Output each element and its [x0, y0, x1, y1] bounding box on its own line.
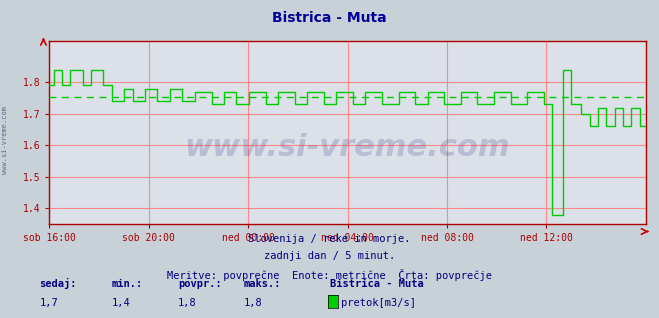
Text: www.si-vreme.com: www.si-vreme.com	[185, 133, 511, 162]
Text: 1,7: 1,7	[40, 298, 58, 308]
Text: Bistrica - Muta: Bistrica - Muta	[272, 11, 387, 25]
Text: sedaj:: sedaj:	[40, 278, 77, 289]
Text: pretok[m3/s]: pretok[m3/s]	[341, 298, 416, 308]
Text: Slovenija / reke in morje.: Slovenija / reke in morje.	[248, 234, 411, 244]
Text: zadnji dan / 5 minut.: zadnji dan / 5 minut.	[264, 251, 395, 261]
Text: Bistrica - Muta: Bistrica - Muta	[330, 279, 423, 289]
Text: min.:: min.:	[112, 279, 143, 289]
Text: maks.:: maks.:	[244, 279, 281, 289]
Text: 1,4: 1,4	[112, 298, 130, 308]
Text: Meritve: povprečne  Enote: metrične  Črta: povprečje: Meritve: povprečne Enote: metrične Črta:…	[167, 269, 492, 281]
Text: povpr.:: povpr.:	[178, 279, 221, 289]
Text: 1,8: 1,8	[244, 298, 262, 308]
Text: 1,8: 1,8	[178, 298, 196, 308]
Text: www.si-vreme.com: www.si-vreme.com	[2, 106, 9, 174]
